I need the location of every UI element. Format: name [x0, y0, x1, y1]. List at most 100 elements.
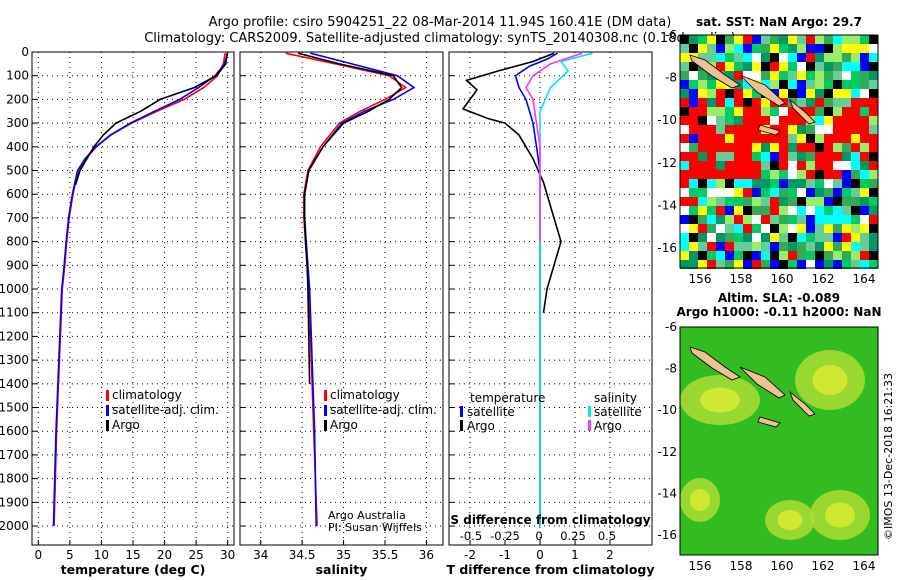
sst-cell [770, 53, 779, 62]
sst-cell [815, 242, 824, 251]
sst-cell [734, 71, 743, 80]
sst-cell [851, 251, 860, 260]
sst-cell [806, 125, 815, 134]
sst-cell [797, 197, 806, 206]
sst-cell [797, 44, 806, 53]
sst-cell [824, 71, 833, 80]
map-x-tick-label: 160 [771, 272, 794, 286]
sst-cell [842, 152, 851, 161]
sst-cell [779, 89, 788, 98]
y-tick-label: 1400 [0, 377, 29, 391]
sst-cell [860, 170, 869, 179]
sst-cell [725, 233, 734, 242]
sst-cell [797, 125, 806, 134]
sst-cell [698, 215, 707, 224]
x-tick-label: 34.5 [289, 548, 316, 562]
sst-cell [716, 260, 725, 269]
sst-cell [698, 98, 707, 107]
sst-cell [770, 206, 779, 215]
sst-cell [788, 224, 797, 233]
y-tick-label: 1600 [0, 424, 29, 438]
y-tick-label: 1100 [0, 306, 29, 320]
sst-cell [788, 152, 797, 161]
sst-cell [725, 152, 734, 161]
sst-cell [716, 125, 725, 134]
legend-swatch [324, 390, 327, 401]
sst-cell [689, 89, 698, 98]
sst-cell [725, 143, 734, 152]
sst-cell [698, 152, 707, 161]
sla-anomaly [777, 510, 803, 530]
sst-cell [860, 143, 869, 152]
sst-cell [707, 53, 716, 62]
sst-cell [743, 62, 752, 71]
sst-cell [752, 152, 761, 161]
x-tick-label: 30 [220, 548, 235, 562]
sst-cell [743, 179, 752, 188]
sst-cell [788, 251, 797, 260]
sst-cell [761, 197, 770, 206]
sst-cell [689, 152, 698, 161]
sst-cell [779, 197, 788, 206]
sst-cell [869, 80, 878, 89]
sst-cell [752, 197, 761, 206]
map-y-tick-label: -14 [657, 198, 677, 212]
sst-cell [869, 71, 878, 80]
sst-cell [797, 251, 806, 260]
sst-cell [752, 161, 761, 170]
sst-cell [698, 107, 707, 116]
sst-cell [869, 53, 878, 62]
sst-cell [734, 89, 743, 98]
sst-cell [833, 161, 842, 170]
map-x-tick-label: 164 [853, 559, 876, 573]
island-outline [789, 390, 816, 417]
sst-cell [680, 143, 689, 152]
sst-cell [707, 89, 716, 98]
map-y-tick-label: -12 [657, 445, 677, 459]
sst-cell [788, 215, 797, 224]
sst-cell [761, 53, 770, 62]
sst-cell [680, 53, 689, 62]
sst-cell [806, 188, 815, 197]
sst-cell [680, 98, 689, 107]
sst-cell [851, 152, 860, 161]
sst-cell [860, 98, 869, 107]
sst-cell [725, 107, 734, 116]
sst-cell [833, 206, 842, 215]
sst-cell [716, 89, 725, 98]
sst-cell [770, 224, 779, 233]
sst-cell [725, 251, 734, 260]
series-line-argo [297, 52, 403, 384]
sst-cell [797, 206, 806, 215]
sst-cell [743, 224, 752, 233]
sst-cell [779, 134, 788, 143]
sst-cell [851, 89, 860, 98]
sst-cell [788, 62, 797, 71]
sst-cell [815, 107, 824, 116]
sst-cell [824, 134, 833, 143]
sst-cell [797, 143, 806, 152]
sst-cell [851, 71, 860, 80]
legend-label: satellite-adj. clim. [330, 403, 437, 417]
y-tick-label: 1800 [0, 472, 29, 486]
sst-cell [824, 125, 833, 134]
legend-swatch [588, 420, 591, 431]
map-x-tick-label: 160 [771, 559, 794, 573]
sst-cell [680, 224, 689, 233]
sst-cell [815, 125, 824, 134]
sst-cell [797, 188, 806, 197]
sst-cell [707, 161, 716, 170]
sst-cell [869, 35, 878, 44]
sst-cell [851, 35, 860, 44]
sst-cell [869, 233, 878, 242]
sst-cell [788, 206, 797, 215]
sst-cell [761, 107, 770, 116]
sst-cell [824, 170, 833, 179]
sst-cell [761, 215, 770, 224]
sst-cell [833, 143, 842, 152]
sst-cell [851, 242, 860, 251]
top-axis-label: S difference from climatology [450, 513, 650, 527]
y-tick-label: 100 [6, 69, 29, 83]
x-tick-label: 2 [606, 548, 614, 562]
